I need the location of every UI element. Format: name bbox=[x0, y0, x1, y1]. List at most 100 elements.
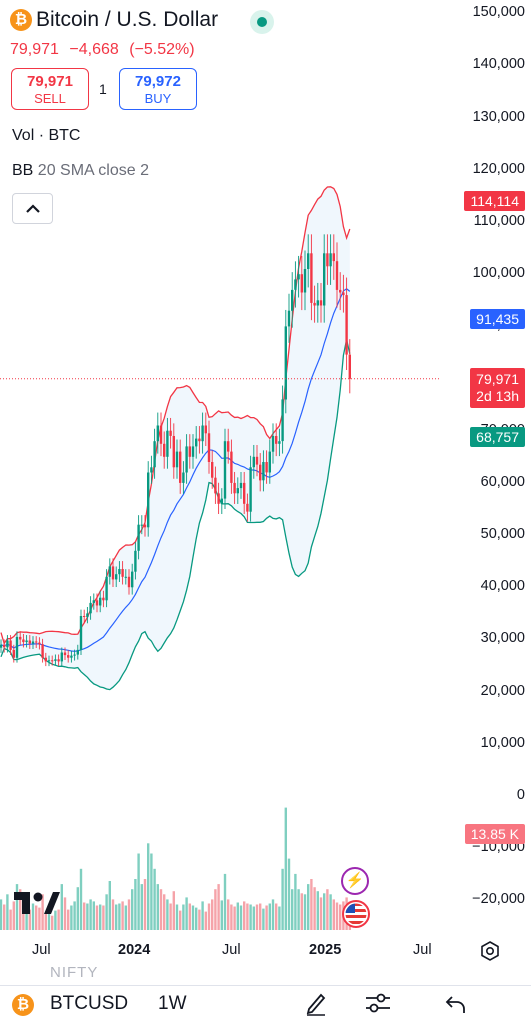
bollinger-upper-line bbox=[0, 186, 351, 645]
price-change: −4,668 bbox=[69, 41, 119, 58]
price-axis-label: 150,000 bbox=[472, 4, 525, 21]
volume-bar bbox=[294, 873, 297, 930]
lightning-event-icon[interactable]: ⚡ bbox=[341, 867, 369, 895]
sell-button[interactable]: 79,971 SELL bbox=[11, 68, 89, 110]
buy-button[interactable]: 79,972 BUY bbox=[119, 68, 197, 110]
timeframe-button[interactable]: 1W bbox=[158, 993, 187, 1014]
indicators-sliders-icon[interactable] bbox=[364, 991, 392, 1015]
candlesticks bbox=[0, 234, 351, 667]
candle bbox=[118, 561, 121, 582]
volume-bar bbox=[47, 911, 51, 930]
candle bbox=[294, 261, 297, 308]
bollinger-indicator-label[interactable]: BB 20 SMA close 2 bbox=[12, 162, 149, 180]
candle bbox=[243, 471, 246, 515]
drawing-tools-pencil-icon[interactable] bbox=[304, 990, 328, 1016]
price-axis-label: 10,000 bbox=[480, 734, 525, 751]
candle bbox=[137, 515, 140, 560]
volume-indicator-label[interactable]: Vol · BTC bbox=[12, 127, 81, 144]
volume-bar bbox=[252, 906, 255, 930]
volume-bar bbox=[236, 902, 239, 930]
symbol-title[interactable]: Bitcoin / U.S. Dollar bbox=[36, 8, 219, 31]
candle bbox=[89, 596, 92, 620]
candle bbox=[41, 638, 44, 663]
volume-bar bbox=[278, 906, 281, 930]
volume-bar bbox=[156, 884, 159, 930]
candle bbox=[111, 558, 115, 588]
time-label: Jul bbox=[413, 942, 432, 958]
volume-bar bbox=[332, 899, 335, 930]
volume-bar bbox=[255, 904, 259, 930]
time-label-year: 2024 bbox=[118, 942, 151, 958]
volume-bar bbox=[297, 889, 300, 930]
volume-bar bbox=[239, 905, 243, 930]
candle bbox=[198, 426, 201, 454]
undo-arrow-icon[interactable] bbox=[444, 993, 468, 1015]
candle bbox=[150, 455, 153, 484]
volume-bar bbox=[163, 894, 166, 930]
volume-bar bbox=[118, 903, 121, 930]
candle bbox=[169, 417, 172, 449]
candle bbox=[166, 417, 169, 469]
candle bbox=[249, 455, 252, 522]
candle bbox=[12, 644, 15, 663]
volume-bar bbox=[73, 901, 76, 930]
candle bbox=[332, 234, 335, 280]
bb-basis-value-tag: 91,435 bbox=[470, 308, 525, 329]
volume-bar bbox=[70, 905, 73, 930]
candle bbox=[28, 635, 31, 649]
candle bbox=[307, 234, 310, 288]
volume-bar bbox=[243, 901, 246, 930]
chart-settings-icon[interactable] bbox=[479, 940, 501, 962]
volume-bar bbox=[95, 905, 99, 930]
price-axis-label: 0 bbox=[516, 787, 525, 803]
volume-bar bbox=[335, 902, 339, 930]
candle bbox=[172, 423, 175, 479]
price-axis-label: 50,000 bbox=[480, 526, 525, 543]
volume-bar bbox=[188, 903, 191, 930]
tradingview-logo-icon bbox=[14, 892, 60, 914]
candle bbox=[284, 309, 287, 414]
candle bbox=[115, 566, 118, 588]
volume-bar bbox=[204, 911, 207, 930]
candle bbox=[121, 561, 124, 585]
volume-bar bbox=[223, 873, 227, 930]
volume-bar bbox=[268, 903, 271, 930]
candle bbox=[323, 234, 326, 323]
order-quantity[interactable]: 1 bbox=[99, 81, 107, 97]
candle bbox=[105, 569, 108, 608]
candle bbox=[188, 434, 191, 469]
candle bbox=[287, 293, 291, 343]
volume-bar bbox=[191, 905, 195, 930]
candle bbox=[153, 428, 156, 479]
candle bbox=[31, 636, 35, 649]
price-axis-label: 40,000 bbox=[480, 578, 525, 595]
volume-bar bbox=[207, 903, 211, 930]
candle bbox=[233, 471, 236, 504]
candle bbox=[92, 593, 95, 610]
volume-bar bbox=[281, 868, 284, 930]
us-flag-event-icon[interactable] bbox=[341, 899, 371, 929]
collapse-indicators-button[interactable] bbox=[12, 193, 53, 224]
time-label: Jul bbox=[32, 942, 51, 958]
candle bbox=[236, 477, 239, 504]
symbol-search-button[interactable]: BTCUSD bbox=[50, 993, 129, 1014]
volume-bar bbox=[249, 904, 252, 930]
volume-bar bbox=[310, 879, 313, 930]
candle bbox=[335, 242, 339, 308]
price-chart[interactable] bbox=[0, 0, 531, 985]
candle bbox=[217, 482, 220, 515]
volume-bar bbox=[134, 879, 137, 930]
volume-bar bbox=[124, 905, 127, 930]
volume-bar bbox=[3, 904, 6, 930]
volume-bar bbox=[54, 910, 57, 930]
volume-bar bbox=[67, 909, 70, 930]
candle bbox=[278, 428, 281, 457]
price-axis-label: 30,000 bbox=[480, 630, 525, 647]
volume-bar bbox=[44, 913, 47, 930]
candle bbox=[342, 274, 345, 313]
candle bbox=[303, 250, 307, 311]
volume-bar bbox=[51, 915, 54, 930]
symbol-bitcoin-icon[interactable]: ₿ bbox=[12, 994, 34, 1016]
market-open-status-icon[interactable] bbox=[250, 10, 274, 34]
buy-label: BUY bbox=[144, 91, 172, 106]
